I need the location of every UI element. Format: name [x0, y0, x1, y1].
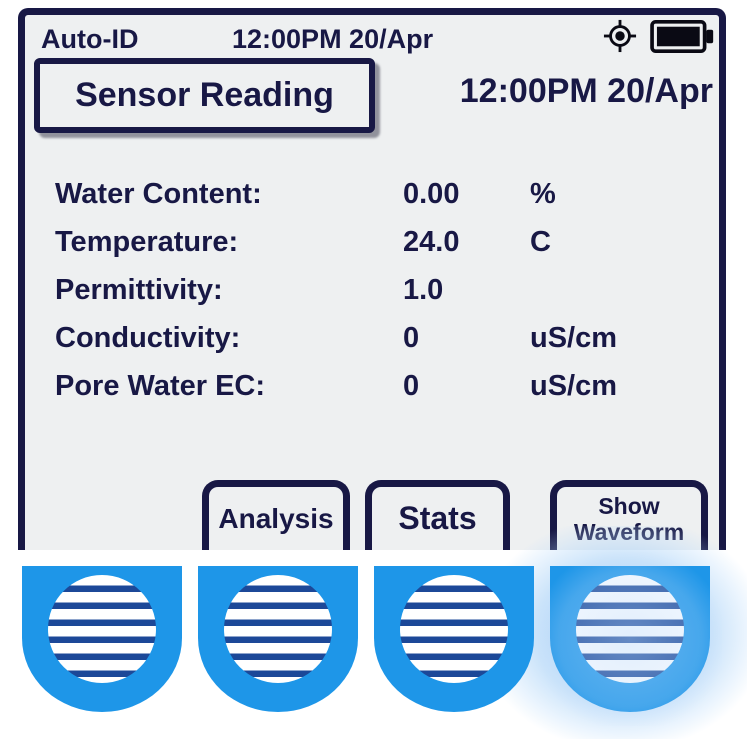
auto-id-label: Auto-ID — [41, 24, 139, 54]
hardware-button-1[interactable] — [22, 566, 182, 712]
reading-label: Pore Water EC: — [55, 369, 266, 402]
reading-value: 0 — [403, 369, 420, 402]
reading-label: Conductivity: — [55, 321, 241, 354]
reading-unit: uS/cm — [530, 369, 618, 402]
reading-row-water-content: Water Content: 0.00 % — [25, 170, 719, 218]
reading-row-conductivity: Conductivity: 0 uS/cm — [25, 314, 719, 362]
striped-speaker-button-icon — [400, 575, 508, 683]
striped-speaker-button-icon — [48, 575, 156, 683]
hardware-button-3-stats[interactable] — [374, 566, 534, 712]
analysis-button[interactable]: Analysis — [202, 480, 350, 550]
hardware-button-4-show-waveform[interactable] — [550, 566, 710, 712]
status-datetime: 12:00PM 20/Apr — [232, 24, 434, 54]
status-bar: Auto-ID 12:00PM 20/Apr — [25, 15, 719, 63]
reading-unit: uS/cm — [530, 321, 618, 354]
screen: Auto-ID 12:00PM 20/Apr — [18, 8, 726, 550]
readings-list: Water Content: 0.00 % Temperature: 24.0 … — [25, 170, 719, 410]
battery-full-icon — [650, 19, 714, 53]
gps-target-icon — [603, 19, 637, 53]
reading-row-pore-water-ec: Pore Water EC: 0 uS/cm — [25, 362, 719, 410]
reading-unit: C — [530, 225, 551, 258]
reading-datetime: 12:00PM 20/Apr — [459, 72, 713, 110]
striped-speaker-button-icon — [224, 575, 332, 683]
reading-label: Water Content: — [55, 177, 262, 210]
reading-unit: % — [530, 177, 556, 210]
stats-button[interactable]: Stats — [365, 480, 510, 550]
reading-row-permittivity: Permittivity: 1.0 — [25, 266, 719, 314]
reading-value: 0.00 — [403, 177, 460, 210]
reading-value: 24.0 — [403, 225, 460, 258]
reading-value: 0 — [403, 321, 420, 354]
show-waveform-button[interactable]: Show Waveform — [550, 480, 708, 550]
reading-value: 1.0 — [403, 273, 444, 306]
page-title: Sensor Reading — [34, 58, 375, 133]
reading-row-temperature: Temperature: 24.0 C — [25, 218, 719, 266]
reading-label: Permittivity: — [55, 273, 223, 306]
striped-speaker-button-icon — [576, 575, 684, 683]
hardware-button-2-analysis[interactable] — [198, 566, 358, 712]
reading-label: Temperature: — [55, 225, 239, 258]
page-title-label: Sensor Reading — [75, 76, 334, 114]
